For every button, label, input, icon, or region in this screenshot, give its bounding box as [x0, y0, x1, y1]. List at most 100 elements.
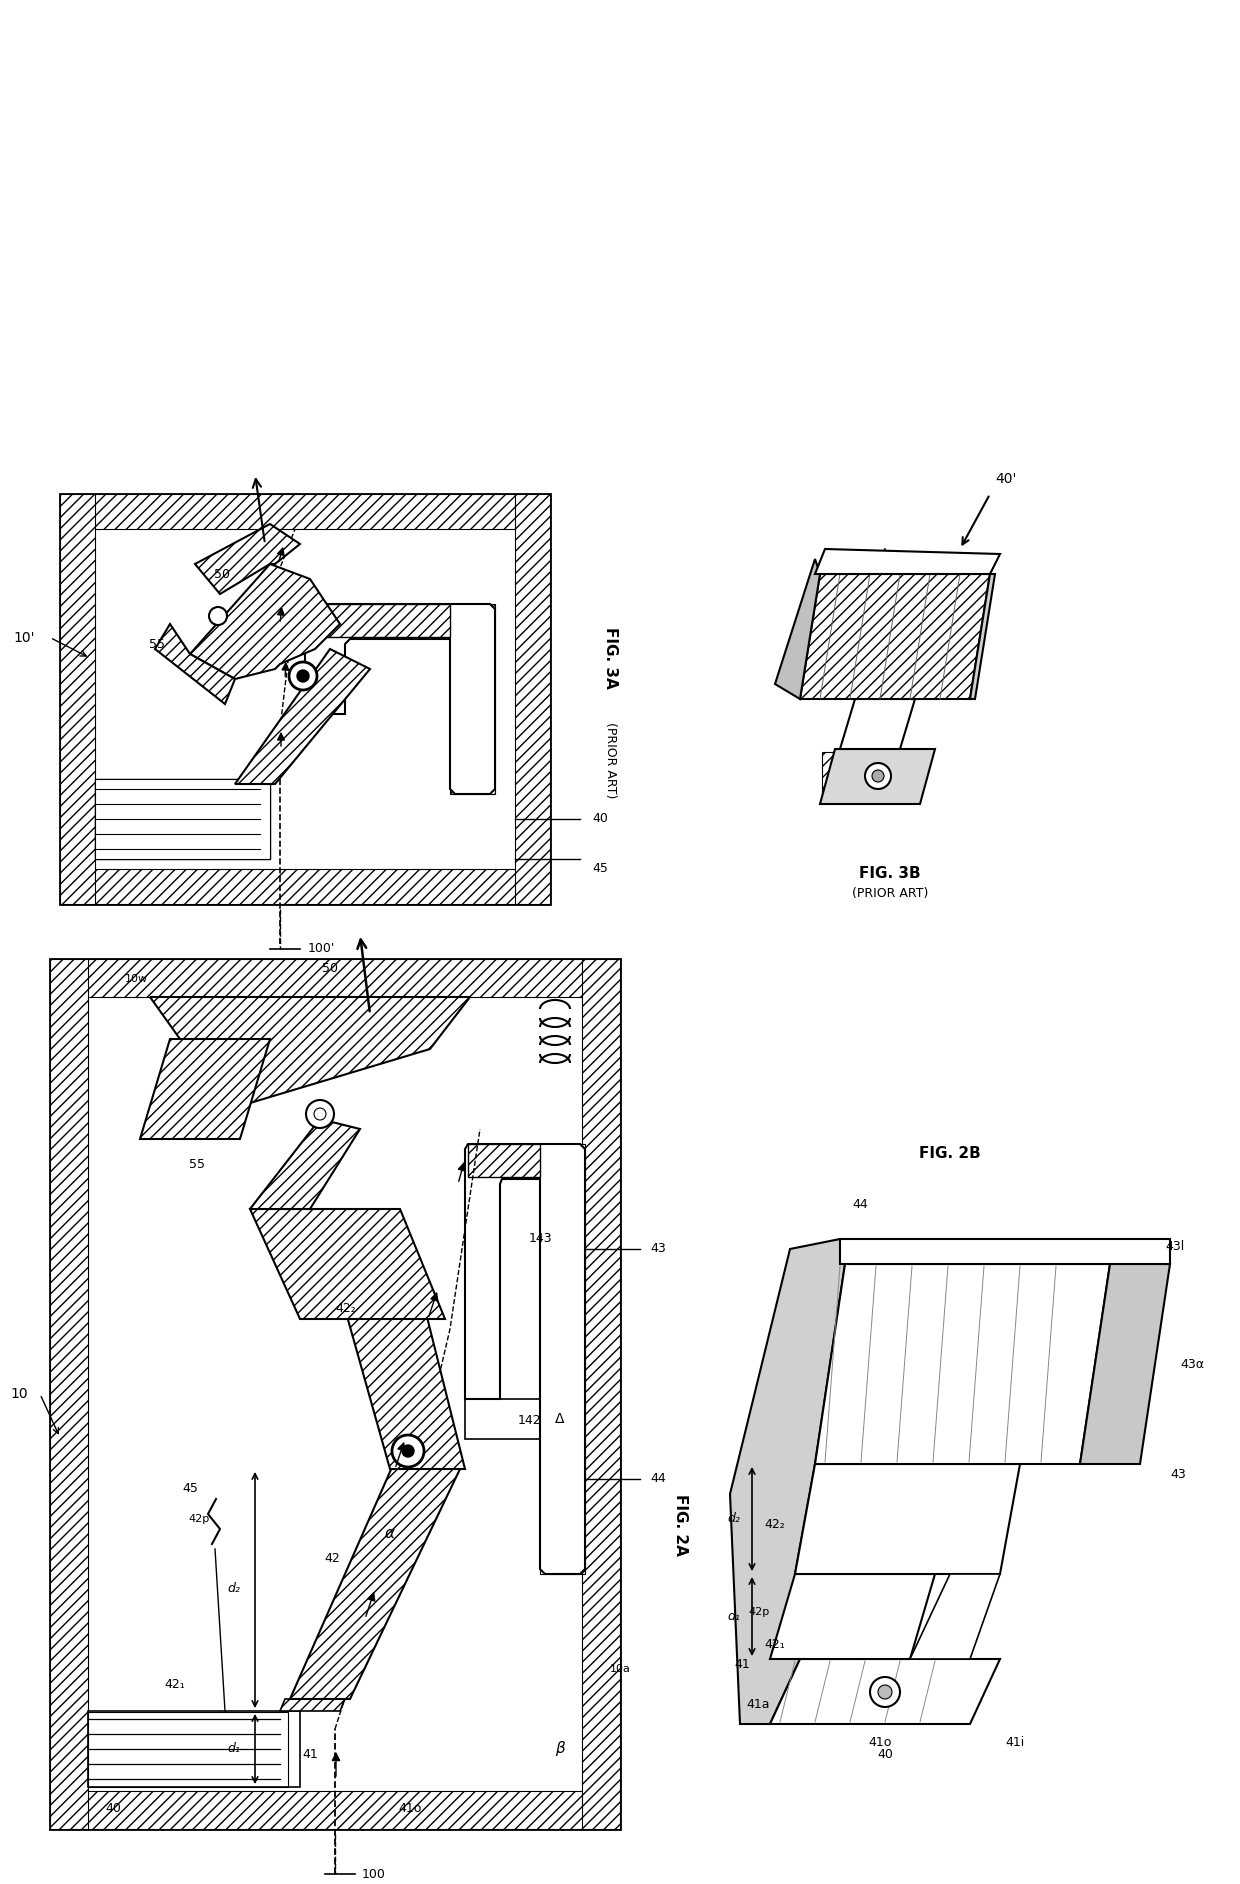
Text: 50: 50	[215, 567, 229, 580]
Bar	[50, 959, 620, 997]
Bar	[60, 494, 95, 904]
Polygon shape	[795, 1464, 1021, 1573]
Bar	[50, 959, 88, 1829]
Text: 44: 44	[650, 1473, 666, 1485]
Bar	[539, 1144, 585, 1573]
Polygon shape	[236, 648, 370, 784]
Bar	[60, 869, 551, 904]
Text: (PRIOR ART): (PRIOR ART)	[604, 722, 616, 799]
Circle shape	[306, 1100, 334, 1129]
Text: 42p: 42p	[749, 1607, 770, 1616]
Text: d₁: d₁	[227, 1743, 241, 1756]
Polygon shape	[839, 699, 915, 750]
Polygon shape	[770, 1573, 935, 1660]
Bar	[450, 605, 495, 793]
Text: 10: 10	[10, 1387, 29, 1402]
Text: 41: 41	[734, 1658, 750, 1671]
Polygon shape	[250, 1119, 360, 1210]
Bar	[822, 752, 920, 803]
Text: 100: 100	[362, 1867, 386, 1880]
Circle shape	[210, 607, 227, 625]
Text: (PRIOR ART): (PRIOR ART)	[852, 887, 929, 901]
Text: d₁: d₁	[727, 1611, 740, 1622]
Text: 42₂: 42₂	[764, 1517, 785, 1530]
Polygon shape	[155, 624, 236, 705]
Polygon shape	[730, 1240, 844, 1724]
Text: 42: 42	[324, 1552, 340, 1566]
Polygon shape	[910, 1573, 999, 1660]
Polygon shape	[140, 1038, 270, 1140]
Text: 143: 143	[528, 1232, 552, 1245]
Polygon shape	[467, 1144, 539, 1178]
Text: 40': 40'	[994, 473, 1017, 486]
Polygon shape	[280, 1699, 345, 1711]
Text: 41: 41	[303, 1748, 317, 1760]
Circle shape	[872, 771, 884, 782]
Circle shape	[298, 671, 309, 682]
Text: FIG. 2B: FIG. 2B	[919, 1147, 981, 1162]
Text: 41a: 41a	[746, 1697, 770, 1711]
Polygon shape	[815, 548, 999, 575]
Text: α: α	[384, 1526, 396, 1541]
Circle shape	[314, 1108, 326, 1119]
Polygon shape	[770, 1660, 999, 1724]
Text: 43α: 43α	[1180, 1358, 1204, 1370]
Circle shape	[878, 1684, 892, 1699]
Text: 10a: 10a	[610, 1664, 631, 1675]
Text: 43: 43	[650, 1243, 666, 1255]
Text: 45: 45	[182, 1483, 198, 1496]
Polygon shape	[308, 605, 450, 637]
Circle shape	[866, 763, 892, 789]
Polygon shape	[820, 750, 935, 804]
Text: d₂: d₂	[227, 1583, 241, 1596]
Text: 55: 55	[188, 1157, 205, 1170]
Polygon shape	[970, 575, 994, 699]
Circle shape	[870, 1677, 900, 1707]
Text: FIG. 2A: FIG. 2A	[672, 1494, 687, 1556]
Text: 50: 50	[322, 963, 339, 976]
Text: 10w: 10w	[125, 974, 148, 983]
Text: 100': 100'	[308, 942, 335, 955]
Bar	[582, 959, 620, 1829]
Polygon shape	[1080, 1264, 1171, 1464]
Text: 41o: 41o	[868, 1735, 892, 1748]
Text: 142: 142	[518, 1415, 542, 1428]
Circle shape	[402, 1445, 414, 1456]
Bar	[60, 494, 551, 529]
Text: 42₁: 42₁	[764, 1637, 785, 1650]
Text: FIG. 3A: FIG. 3A	[603, 627, 618, 690]
Polygon shape	[190, 563, 340, 678]
Circle shape	[289, 661, 317, 690]
Text: 10': 10'	[14, 631, 35, 644]
Polygon shape	[305, 605, 495, 793]
Text: 45: 45	[591, 863, 608, 876]
Polygon shape	[775, 560, 820, 699]
Polygon shape	[290, 1449, 460, 1699]
Text: 44: 44	[852, 1198, 868, 1211]
Text: 55: 55	[149, 637, 165, 650]
Polygon shape	[250, 1210, 445, 1319]
Circle shape	[392, 1436, 424, 1468]
Polygon shape	[345, 1309, 465, 1470]
Polygon shape	[800, 575, 990, 699]
Text: 43l: 43l	[1166, 1240, 1184, 1253]
Text: 42₂: 42₂	[335, 1302, 356, 1315]
Bar	[515, 494, 551, 904]
Text: 43: 43	[1171, 1468, 1185, 1481]
Polygon shape	[50, 959, 620, 1829]
Text: 40: 40	[877, 1748, 893, 1760]
Polygon shape	[465, 1144, 585, 1573]
Text: 40: 40	[591, 812, 608, 825]
Text: 41o: 41o	[398, 1803, 422, 1816]
Polygon shape	[60, 494, 551, 904]
Polygon shape	[815, 1264, 1110, 1464]
Text: FIG. 3B: FIG. 3B	[859, 867, 921, 882]
Text: 41i: 41i	[1004, 1735, 1024, 1748]
Text: 40: 40	[105, 1803, 120, 1816]
Bar	[88, 1713, 288, 1788]
Polygon shape	[150, 997, 470, 1110]
Bar	[95, 778, 270, 859]
Bar	[50, 1792, 620, 1829]
Text: Δ: Δ	[556, 1411, 564, 1426]
Polygon shape	[839, 1240, 1171, 1264]
